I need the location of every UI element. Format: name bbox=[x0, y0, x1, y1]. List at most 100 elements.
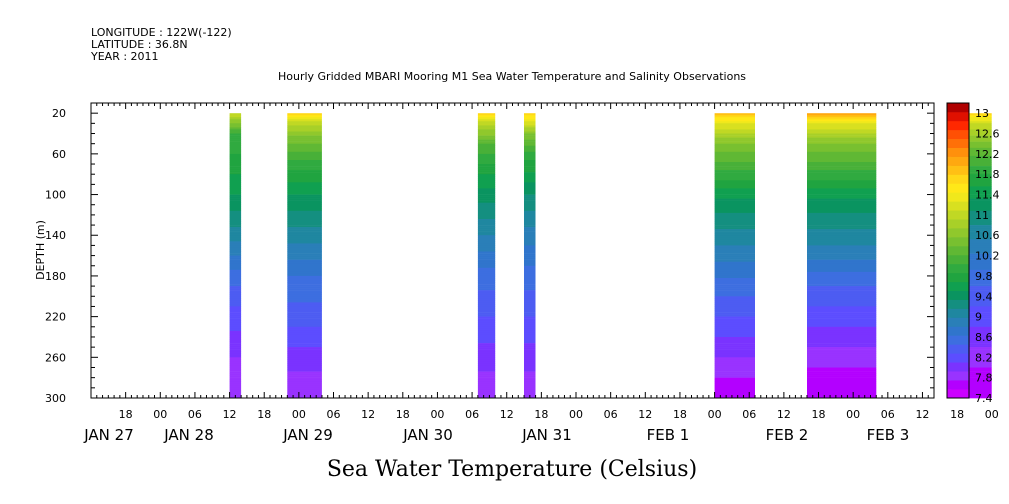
temperature-cell bbox=[714, 284, 755, 287]
temperature-cell bbox=[524, 265, 536, 269]
temperature-cell bbox=[807, 227, 877, 230]
temperature-cell bbox=[714, 141, 755, 145]
temperature-cell bbox=[229, 164, 242, 167]
temperature-cell bbox=[477, 312, 496, 315]
x-tick-label: 18 bbox=[396, 408, 410, 421]
temperature-cell bbox=[807, 257, 877, 260]
temperature-cell bbox=[477, 190, 496, 193]
temperature-cell bbox=[287, 353, 322, 356]
temperature-cell bbox=[477, 288, 496, 291]
temperature-cell bbox=[477, 267, 496, 271]
temperature-cell bbox=[287, 160, 322, 163]
temperature-cell bbox=[951, 129, 992, 132]
colorbar-swatch bbox=[947, 353, 969, 363]
temperature-cell bbox=[477, 149, 496, 153]
temperature-cell bbox=[477, 157, 496, 161]
temperature-cell bbox=[477, 121, 496, 124]
temperature-cell bbox=[807, 151, 877, 155]
temperature-cell bbox=[477, 278, 496, 281]
temperature-cell bbox=[287, 170, 322, 173]
temperature-cell bbox=[714, 200, 755, 204]
colorbar-label: 13 bbox=[975, 107, 989, 120]
temperature-cell bbox=[951, 353, 992, 356]
temperature-cell bbox=[714, 166, 755, 169]
temperature-cell bbox=[807, 347, 877, 350]
temperature-cell bbox=[807, 160, 877, 163]
temperature-cell bbox=[229, 337, 242, 340]
temperature-cell bbox=[714, 202, 755, 206]
temperature-cell bbox=[287, 115, 322, 118]
temperature-cell bbox=[807, 204, 877, 208]
temperature-cell bbox=[229, 322, 242, 326]
temperature-cell bbox=[807, 153, 877, 157]
temperature-cell bbox=[524, 269, 536, 273]
temperature-cell bbox=[807, 339, 877, 342]
temperature-cell bbox=[229, 149, 242, 153]
temperature-cell bbox=[951, 131, 992, 134]
temperature-cell bbox=[477, 227, 496, 230]
temperature-segments bbox=[229, 113, 992, 399]
temperature-cell bbox=[951, 389, 992, 393]
temperature-cell bbox=[229, 190, 242, 193]
temperature-cell bbox=[229, 343, 242, 346]
temperature-cell bbox=[807, 164, 877, 167]
temperature-cell bbox=[287, 123, 322, 126]
temperature-cell bbox=[951, 393, 992, 397]
temperature-cell bbox=[807, 117, 877, 120]
temperature-cell bbox=[287, 357, 322, 360]
temperature-cell bbox=[951, 369, 992, 372]
temperature-cell bbox=[524, 288, 536, 291]
temperature-cell bbox=[477, 292, 496, 295]
chart-title: Hourly Gridded MBARI Mooring M1 Sea Wate… bbox=[278, 70, 746, 83]
temperature-cell bbox=[951, 383, 992, 387]
temperature-cell bbox=[229, 125, 242, 128]
temperature-cell bbox=[807, 381, 877, 385]
temperature-cell bbox=[287, 200, 322, 204]
temperature-cell bbox=[287, 355, 322, 358]
temperature-cell bbox=[951, 245, 992, 248]
temperature-cell bbox=[714, 139, 755, 142]
x-tick-label: 00 bbox=[292, 408, 306, 421]
temperature-cell bbox=[807, 190, 877, 193]
temperature-cell bbox=[951, 202, 992, 206]
temperature-cell bbox=[229, 127, 242, 130]
temperature-cell bbox=[287, 210, 322, 214]
temperature-cell bbox=[951, 271, 992, 275]
temperature-cell bbox=[524, 385, 536, 389]
temperature-cell bbox=[714, 137, 755, 140]
temperature-cell bbox=[477, 198, 496, 201]
temperature-cell bbox=[807, 310, 877, 313]
temperature-cell bbox=[477, 263, 496, 267]
temperature-cell bbox=[229, 253, 242, 256]
temperature-cell bbox=[229, 119, 242, 122]
temperature-cell bbox=[714, 265, 755, 269]
temperature-cell bbox=[287, 255, 322, 258]
temperature-cell bbox=[524, 135, 536, 138]
temperature-cell bbox=[477, 337, 496, 340]
temperature-cell bbox=[714, 379, 755, 383]
temperature-cell bbox=[229, 314, 242, 317]
temperature-cell bbox=[229, 160, 242, 163]
colorbar-label: 10.6 bbox=[975, 229, 1000, 242]
temperature-cell bbox=[951, 375, 992, 378]
temperature-cell bbox=[951, 204, 992, 208]
temperature-cell bbox=[477, 219, 496, 222]
temperature-cell bbox=[477, 381, 496, 385]
temperature-cell bbox=[714, 269, 755, 273]
temperature-cell bbox=[229, 339, 242, 342]
temperature-cell bbox=[807, 176, 877, 179]
temperature-cell bbox=[524, 170, 536, 173]
temperature-cell bbox=[951, 355, 992, 358]
temperature-cell bbox=[714, 196, 755, 199]
temperature-cell bbox=[477, 202, 496, 206]
temperature-cell bbox=[477, 233, 496, 236]
temperature-cell bbox=[287, 361, 322, 364]
temperature-cell bbox=[714, 237, 755, 240]
temperature-cell bbox=[714, 190, 755, 193]
temperature-cell bbox=[477, 168, 496, 171]
colorbar-swatch bbox=[947, 326, 969, 336]
temperature-cell bbox=[807, 123, 877, 126]
temperature-cell bbox=[714, 219, 755, 222]
temperature-cell bbox=[477, 135, 496, 138]
temperature-cell bbox=[287, 365, 322, 368]
